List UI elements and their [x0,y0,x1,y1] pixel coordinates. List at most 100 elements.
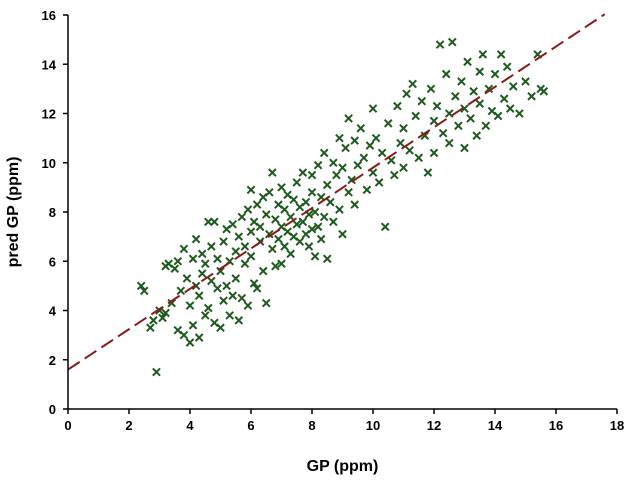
data-point [194,291,204,301]
data-point [502,62,512,72]
data-point [316,234,326,244]
data-point [396,138,405,148]
data-point [319,212,329,222]
data-point [304,242,314,251]
data-points [136,37,549,377]
data-point [219,237,228,246]
data-point [451,91,460,101]
data-point [252,284,262,293]
data-point [307,187,317,197]
data-point [359,153,369,163]
data-point [338,163,347,172]
y-tick-label: 8 [49,205,56,220]
data-point [329,158,338,168]
data-point [344,114,353,123]
data-point [146,323,155,333]
data-point [329,217,338,227]
data-point [362,185,372,195]
data-point [368,104,378,113]
data-point [249,279,259,288]
data-point [377,148,387,158]
data-point [268,168,277,177]
data-point [136,281,146,291]
data-point [264,187,274,197]
data-point [237,293,247,303]
y-tick-label: 4 [49,304,57,319]
data-point [179,244,189,254]
data-point [234,232,244,241]
x-axis-ticks: 0 2 4 6 8 10 12 14 16 18 [64,409,624,433]
data-point [454,121,463,131]
data-point [264,229,274,239]
data-point [271,261,280,271]
data-point [240,259,250,269]
x-tick-label: 16 [549,418,563,433]
data-point [356,123,366,133]
data-point [246,185,256,195]
data-point [231,247,241,256]
data-point [539,87,549,96]
x-tick-label: 12 [427,418,441,433]
data-point [216,266,225,276]
data-point [405,146,414,155]
data-point [429,116,439,126]
data-point [292,220,302,229]
data-point [347,175,356,185]
data-point [213,254,222,264]
data-point [298,217,308,227]
data-point [286,249,295,259]
data-point [383,119,393,128]
data-point [390,170,399,180]
y-tick-label: 16 [42,8,56,23]
data-point [444,138,454,148]
data-point [194,333,204,342]
data-point [423,168,433,177]
data-point [475,67,485,76]
x-tick-label: 2 [125,418,132,433]
data-point [399,163,408,172]
data-point [286,212,295,222]
data-point [158,313,167,323]
data-point [335,205,344,214]
y-tick-label: 6 [49,254,56,269]
data-point [481,121,491,131]
data-point [246,227,256,237]
data-point [200,311,210,320]
data-point [277,183,286,192]
data-point [313,222,323,232]
data-point [219,296,228,305]
y-tick-label: 2 [49,353,56,368]
data-point [292,178,302,187]
data-point [350,136,360,145]
data-point [295,237,305,246]
data-point [420,131,430,140]
data-point [332,170,341,180]
data-point [441,69,451,79]
data-point [426,84,436,94]
data-point [179,330,189,340]
trendline [67,13,606,371]
data-point [380,222,390,232]
data-point [191,234,201,244]
data-point [231,274,241,283]
data-point [432,101,442,111]
y-tick-label: 10 [42,156,56,171]
data-point [484,84,494,94]
data-point [243,301,253,310]
data-point [185,301,195,310]
trendline-layer [67,13,606,371]
data-point [313,160,323,170]
data-point [435,40,445,49]
data-point [182,274,192,283]
data-point [402,89,411,99]
data-point [222,281,231,291]
x-axis-title: GP (ppm) [307,458,379,475]
data-point [515,109,524,118]
data-point [521,77,530,86]
data-point [216,323,225,333]
data-point [335,133,344,143]
data-point [188,254,198,264]
data-point [261,210,271,219]
x-tick-label: 8 [308,418,315,433]
